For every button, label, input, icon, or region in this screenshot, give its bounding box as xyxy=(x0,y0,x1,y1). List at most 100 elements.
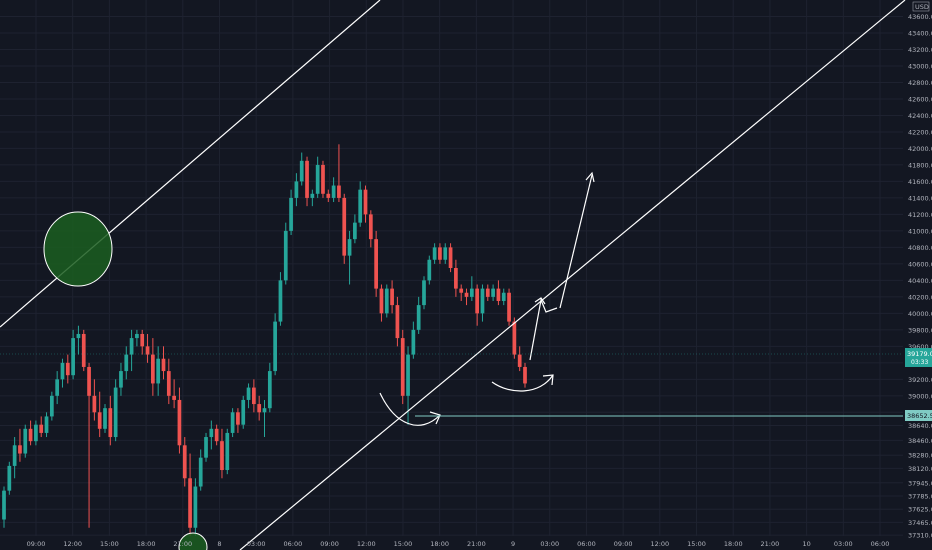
candle-body xyxy=(124,354,129,372)
time-tick-label: 15:00 xyxy=(394,540,413,548)
candle-body xyxy=(230,412,235,433)
candle-body xyxy=(145,346,150,355)
time-tick-label: 18:00 xyxy=(137,540,156,548)
price-tick-label: 41600.0 xyxy=(908,178,932,186)
candle-body xyxy=(140,333,145,347)
price-tick-label: 39000.0 xyxy=(908,392,932,400)
candle-body xyxy=(454,268,458,289)
candle-body xyxy=(390,288,394,306)
time-tick-label: 9 xyxy=(511,540,515,548)
currency-label: USD xyxy=(915,3,929,11)
candle-body xyxy=(416,305,421,330)
candle-body xyxy=(23,428,28,454)
candle-body xyxy=(92,395,97,413)
currency-badge: USD xyxy=(912,1,930,12)
time-tick-label: 12:00 xyxy=(650,540,669,548)
candle-body xyxy=(517,354,522,367)
candle-body xyxy=(315,164,320,194)
level-price-tag: 38652.5 xyxy=(905,410,932,421)
candle-body xyxy=(220,441,224,471)
candle-body xyxy=(523,366,527,384)
time-tick-label: 06:00 xyxy=(577,540,596,548)
candle-body xyxy=(198,457,203,487)
candle-body xyxy=(49,395,54,417)
candle-body xyxy=(475,288,480,314)
time-tick-label: 06:00 xyxy=(871,540,890,548)
grid-lines xyxy=(0,0,903,536)
candle-body xyxy=(469,288,474,297)
candle-body xyxy=(321,164,325,194)
candle-body xyxy=(379,288,384,314)
candle-body xyxy=(368,214,373,240)
candle-body xyxy=(326,193,331,198)
candle-body xyxy=(337,185,341,198)
level-price-label: 38652.5 xyxy=(907,412,932,420)
candle-body xyxy=(427,259,432,281)
price-tick-label: 42600.0 xyxy=(908,95,932,103)
time-tick-label: 21:00 xyxy=(173,540,192,548)
candle-body xyxy=(331,185,336,198)
candle-body xyxy=(491,288,495,297)
price-tick-label: 43000.0 xyxy=(908,62,932,70)
highlight-circle-marker-bottom xyxy=(178,532,208,550)
projection-arrow-right-head xyxy=(542,374,554,386)
candle-body xyxy=(225,432,230,471)
time-tick-label: 15:00 xyxy=(100,540,119,548)
current-price-tag: 39179.0 03:33 xyxy=(905,348,932,367)
time-tick-label: 10 xyxy=(802,540,810,548)
time-axis[interactable]: 09:00 12:00 15:00 18:00 21:00 8 03:00 06:00 09:0… xyxy=(27,540,890,548)
candle-body xyxy=(76,333,81,339)
projection-arrow-up-2 xyxy=(559,174,593,309)
candle-body xyxy=(193,486,198,528)
candle-body xyxy=(257,404,262,413)
candle-body xyxy=(135,333,139,339)
current-price-label: 39179.0 xyxy=(907,350,932,358)
price-tick-label: 40000.0 xyxy=(908,310,932,318)
candle-body xyxy=(7,465,12,491)
price-tick-label: 40800.0 xyxy=(908,244,932,252)
candle-body xyxy=(39,424,44,433)
time-tick-label: 09:00 xyxy=(614,540,633,548)
projection-curve-right xyxy=(491,374,554,392)
candle-body xyxy=(443,247,448,260)
candle-body xyxy=(156,358,161,384)
price-tick-label: 43400.0 xyxy=(908,29,932,37)
candle-body xyxy=(150,354,155,384)
price-tick-label: 37785.0 xyxy=(908,493,932,501)
projection-arrow-up-1-head xyxy=(534,297,546,305)
candle-body xyxy=(182,445,187,479)
candle-body xyxy=(512,321,517,355)
price-tick-label: 38460.0 xyxy=(908,437,932,445)
price-tick-label: 39200.0 xyxy=(908,376,932,384)
trend-drawings xyxy=(0,0,906,550)
candle-body xyxy=(60,362,65,380)
candle-body xyxy=(55,379,60,396)
candle-body xyxy=(81,333,86,367)
candle-body xyxy=(294,181,299,198)
time-tick-label: 12:00 xyxy=(63,540,82,548)
candle-body xyxy=(209,428,214,438)
price-tick-label: 37310.0 xyxy=(908,532,932,540)
price-tick-label: 42800.0 xyxy=(908,79,932,87)
candle-body xyxy=(71,338,75,376)
candle-body xyxy=(422,280,426,306)
candle-body xyxy=(507,292,511,322)
candle-body xyxy=(342,197,347,256)
price-tick-label: 40200.0 xyxy=(908,293,932,301)
candle-body xyxy=(299,160,304,182)
candle-body xyxy=(252,387,256,405)
channel-lower-line xyxy=(239,0,906,550)
time-tick-label: 06:00 xyxy=(284,540,303,548)
candle-body xyxy=(188,478,192,528)
candle-body xyxy=(289,197,293,231)
price-tick-label: 42400.0 xyxy=(908,112,932,120)
time-tick-label: 18:00 xyxy=(430,540,449,548)
price-tick-label: 37465.0 xyxy=(908,519,932,527)
candle-body xyxy=(485,288,490,297)
price-tick-label: 40400.0 xyxy=(908,277,932,285)
candle-body xyxy=(273,321,277,372)
candle-body xyxy=(177,399,182,446)
price-tick-label: 41200.0 xyxy=(908,211,932,219)
